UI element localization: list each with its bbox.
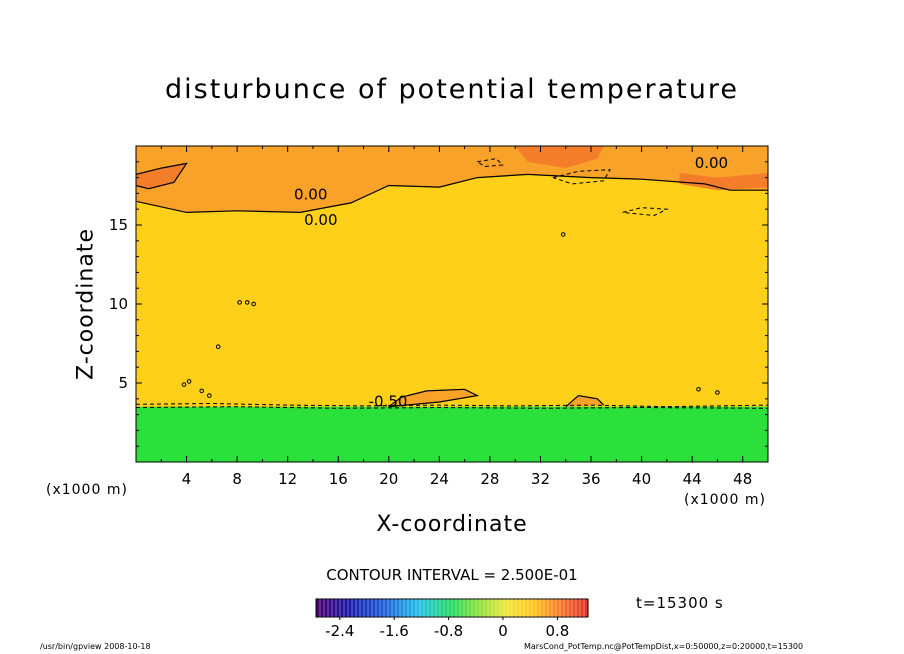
warm-blob-mid (388, 389, 478, 407)
colorbar-tick-label: 0 (498, 622, 508, 640)
y-tick-label: 15 (109, 216, 128, 234)
footer-left: /usr/bin/gpview 2008-10-18 (40, 642, 151, 651)
contour-lines (136, 158, 768, 409)
colorbar (315, 598, 589, 618)
contour-speck (251, 301, 256, 307)
y-tick-label: 10 (109, 295, 128, 313)
x-tick-label: 20 (379, 470, 398, 488)
contour-label: 0.00 (304, 211, 337, 229)
y-axis-unit: (x1000 m) (46, 482, 128, 498)
contour-speck (237, 300, 242, 305)
contour-neg-right (622, 207, 669, 217)
time-stamp: t=15300 s (636, 594, 724, 612)
x-tick-label: 36 (581, 470, 600, 488)
contour-zero-main (136, 173, 768, 214)
x-axis-label: X-coordinate (376, 512, 528, 537)
contour-speck (207, 393, 212, 398)
colorbar-ticks: -2.4 -1.6 -0.8 0 0.8 (325, 617, 569, 640)
hot-patch-right (679, 172, 768, 191)
colorbar-stripes (319, 599, 585, 617)
chart-title: disturbunce of potential temperature (165, 74, 739, 105)
x-tick-label: 4 (182, 470, 192, 488)
x-axis: 4 8 12 16 20 24 28 32 36 40 44 48 (160, 146, 752, 488)
contour-zero-blob-right (565, 394, 605, 408)
contour-neg-top (552, 169, 611, 185)
x-tick-label: 44 (683, 470, 702, 488)
x-tick-label: 16 (329, 470, 348, 488)
x-tick-label: 12 (278, 470, 297, 488)
x-tick-label: 8 (232, 470, 242, 488)
x-tick-label: 32 (531, 470, 550, 488)
x-tick-label: 24 (430, 470, 449, 488)
field-shading (136, 146, 768, 462)
contour-label: -0.50 (369, 393, 408, 411)
contour-interval-text: CONTOUR INTERVAL = 2.500E-01 (326, 566, 578, 584)
hot-patch-top (515, 146, 604, 169)
y-axis-label: Z-coordinate (73, 228, 99, 380)
upper-warm-region (136, 146, 768, 213)
x-tick-label: 48 (733, 470, 752, 488)
x-axis-unit: (x1000 m) (684, 492, 766, 508)
contour-speck (199, 388, 204, 394)
y-tick-label: 5 (118, 374, 128, 392)
colorbar-tick-label: -1.6 (380, 622, 409, 640)
contour-speck (244, 300, 250, 305)
x-tick-label: 40 (632, 470, 651, 488)
contour-label: 0.00 (695, 154, 728, 172)
contour-label: 0.00 (294, 186, 327, 204)
colorbar-tick-label: 0.8 (545, 622, 569, 640)
y-axis: 5 10 15 (109, 161, 768, 447)
contour-speck (186, 379, 192, 384)
contour-labels: 0.00 0.00 0.00 -0.50 (294, 154, 728, 411)
hot-patch-left (136, 163, 187, 189)
contour-speck (696, 387, 701, 392)
contour-speck (715, 390, 720, 395)
contour-speck (560, 232, 566, 237)
contour-neg-lower (136, 406, 768, 409)
footer-right: MarsCond_PotTemp.nc@PotTempDist,x=0:5000… (524, 642, 804, 651)
colorbar-tick-label: -2.4 (325, 622, 354, 640)
contour-speck (181, 382, 187, 387)
contour-neg-upper (136, 402, 768, 408)
cold-layer (136, 406, 768, 462)
contour-speck (215, 344, 221, 350)
contour-neg-small (477, 158, 504, 168)
contour-zero-blob (388, 388, 480, 408)
colorbar-tick-label: -0.8 (434, 622, 463, 640)
x-tick-label: 28 (480, 470, 499, 488)
contour-zero-left (136, 162, 188, 190)
